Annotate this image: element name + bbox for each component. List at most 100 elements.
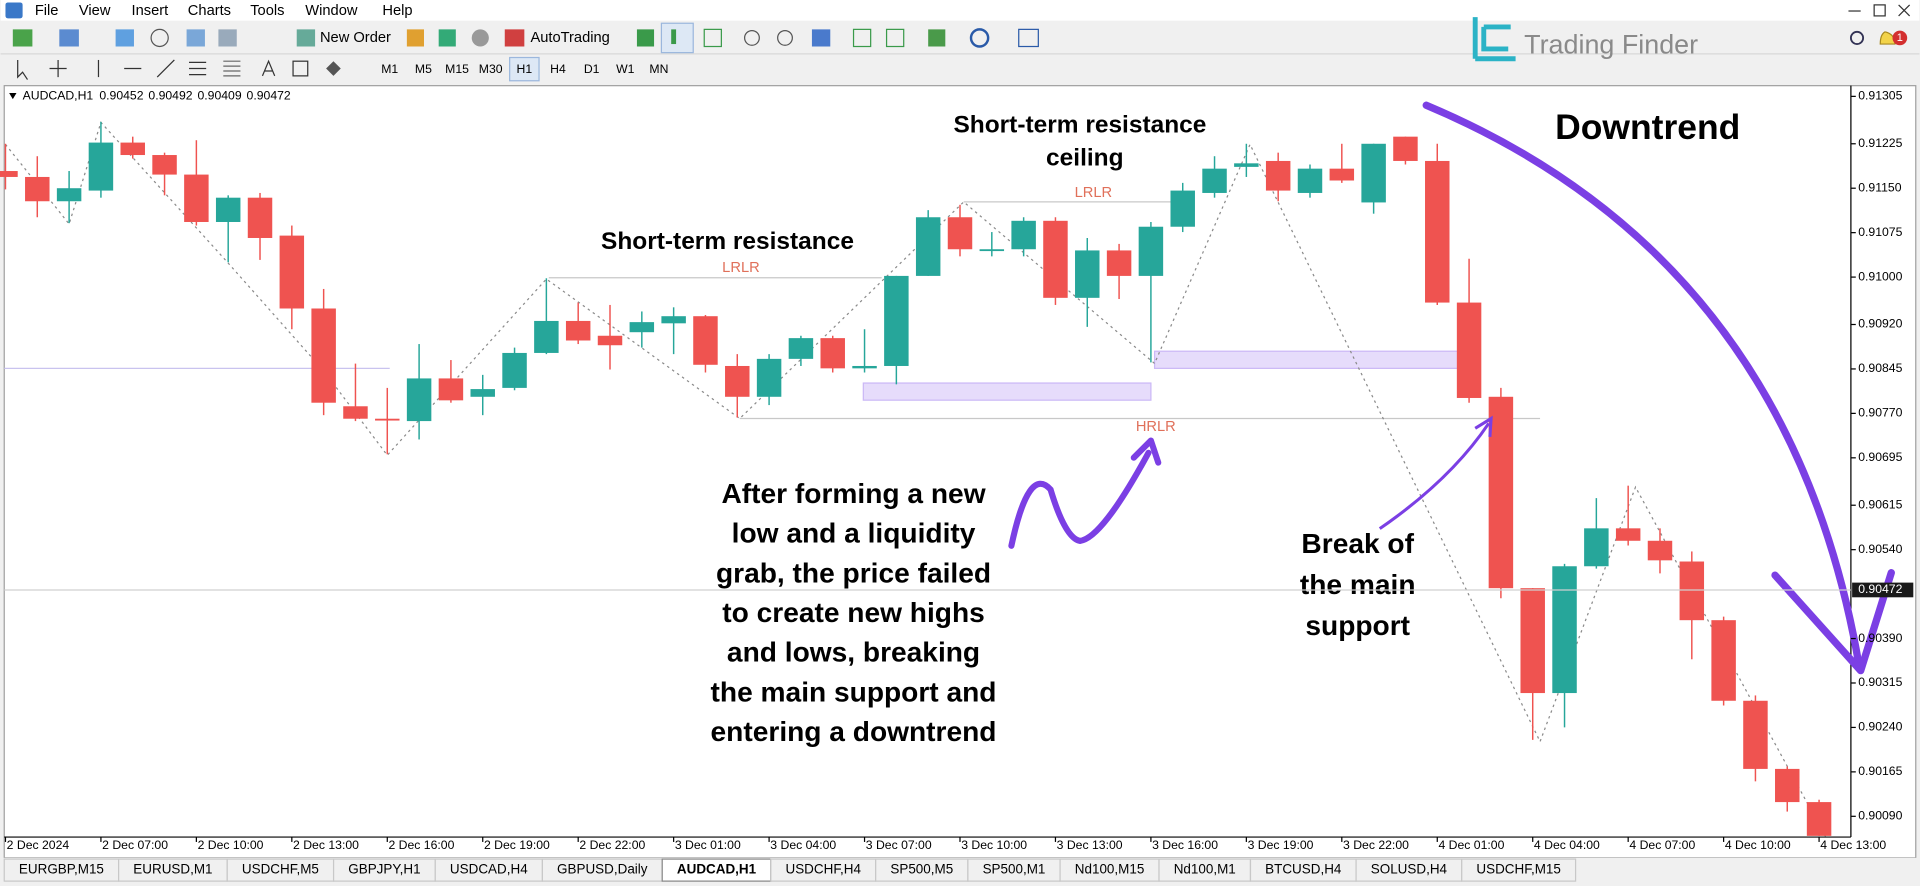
restore-button[interactable]: [1873, 4, 1886, 17]
metaeditor-button[interactable]: [406, 29, 424, 47]
menu-item[interactable]: Tools: [250, 3, 284, 19]
timeframe-button[interactable]: H4: [550, 62, 566, 76]
timeframe-button[interactable]: M5: [415, 62, 432, 76]
new-order-button[interactable]: [296, 29, 316, 47]
autoscroll-button[interactable]: [852, 28, 872, 48]
y-tick-label: 0.90165: [1858, 764, 1902, 778]
timeframe-button[interactable]: H1: [517, 62, 533, 76]
tab-label[interactable]: Nd100,M1: [1174, 862, 1236, 877]
candles-button[interactable]: [660, 22, 694, 54]
zoom-out-button[interactable]: [777, 29, 793, 46]
zoom-in-button[interactable]: [744, 29, 760, 46]
line-chart-button[interactable]: [703, 28, 722, 48]
menu-item[interactable]: Insert: [132, 3, 169, 19]
candle-body: [406, 378, 432, 422]
tab-label[interactable]: GBPJPY,H1: [348, 862, 420, 877]
tab-label[interactable]: USDCHF,M15: [1476, 862, 1560, 877]
candles: [0, 121, 1832, 836]
symbol-tabs: EURGBP,M15 EURUSD,M1 USDCHF,M5 GBPJPY,H1 USD…: [3, 858, 1577, 882]
candle-body: [120, 142, 145, 156]
crosshair-tool[interactable]: [49, 59, 67, 78]
symbol: AUDCAD,H1: [23, 89, 94, 103]
profiles-button[interactable]: [59, 29, 79, 47]
arrows-tool[interactable]: [326, 61, 341, 76]
candle-body: [343, 406, 368, 419]
navigator-button[interactable]: [150, 28, 169, 48]
tab-label[interactable]: USDCHF,M5: [242, 862, 319, 877]
search-button[interactable]: [1849, 30, 1865, 45]
notifications-button[interactable]: [1879, 31, 1896, 45]
candle-body: [1615, 528, 1641, 541]
indicators-button[interactable]: [928, 29, 946, 47]
level-label: HRLR: [1136, 419, 1176, 435]
candle-body: [438, 378, 464, 401]
timeframe-button[interactable]: M15: [445, 62, 469, 76]
menu-item[interactable]: Charts: [188, 3, 231, 19]
tile-button[interactable]: [811, 29, 831, 47]
y-tick-label: 0.90540: [1858, 542, 1902, 556]
tester-button[interactable]: [218, 29, 237, 47]
terminal-button[interactable]: [186, 29, 205, 47]
candle-body: [470, 389, 495, 397]
tab-label[interactable]: BTCUSD,H4: [1265, 862, 1342, 877]
fibonacci-tool[interactable]: [223, 60, 241, 77]
autotrading-label[interactable]: AutoTrading: [530, 30, 609, 46]
menu-item[interactable]: View: [79, 3, 111, 19]
timeframe-button[interactable]: M1: [381, 62, 398, 76]
timeframe-button[interactable]: D1: [584, 62, 600, 76]
tab-label[interactable]: SOLUSD,H4: [1371, 862, 1448, 877]
menu-item[interactable]: Window: [305, 3, 358, 19]
header-close: 0.90472: [247, 89, 291, 103]
periods-button[interactable]: [969, 28, 990, 48]
templates-button[interactable]: [1018, 28, 1039, 48]
trend-arrow: [1422, 101, 1862, 665]
candle-body: [947, 217, 973, 250]
timeframe-button[interactable]: M30: [479, 62, 503, 76]
x-tick-label: 3 Dec 16:00: [1152, 838, 1218, 852]
signals-button[interactable]: [438, 29, 456, 47]
x-tick-label: 3 Dec 13:00: [1057, 838, 1123, 852]
candle-body: [1806, 802, 1832, 836]
label-tool[interactable]: [292, 60, 309, 77]
market-watch-button[interactable]: [115, 29, 134, 47]
level-label: LRLR: [722, 260, 760, 276]
tab-label[interactable]: Nd100,M15: [1075, 862, 1145, 877]
text-tool[interactable]: [261, 59, 276, 77]
notification-badge: [1892, 30, 1908, 46]
y-tick-label: 0.90770: [1858, 406, 1902, 420]
tab-label[interactable]: AUDCAD,H1: [677, 862, 757, 877]
trendline-tool[interactable]: [156, 59, 175, 78]
menu-item[interactable]: File: [35, 3, 59, 19]
tab-label[interactable]: SP500,M1: [983, 862, 1046, 877]
tab-label[interactable]: EURGBP,M15: [19, 862, 104, 877]
chart-header: AUDCAD,H1 0.90452 0.90492 0.90409 0.90472: [23, 89, 291, 103]
x-tick-label: 3 Dec 07:00: [866, 838, 932, 852]
tab-label[interactable]: USDCAD,H4: [450, 862, 528, 877]
y-tick-label: 0.91075: [1858, 225, 1902, 239]
tab-label[interactable]: SP500,M5: [890, 862, 953, 877]
x-tick-label: 2 Dec 19:00: [484, 838, 550, 852]
chart-menu-arrow[interactable]: [9, 93, 17, 100]
ceiling-label: Short-term resistance: [953, 112, 1206, 139]
tab-label[interactable]: EURUSD,M1: [133, 862, 212, 877]
shift-button[interactable]: [885, 28, 905, 48]
tab[interactable]: [1461, 858, 1577, 882]
channel-tool[interactable]: [189, 61, 207, 76]
timeframe-button[interactable]: MN: [649, 62, 668, 76]
timeframe-button[interactable]: W1: [616, 62, 635, 76]
candle-body: [756, 358, 782, 397]
new-order-label[interactable]: New Order: [320, 30, 391, 46]
cursor-tool[interactable]: [17, 59, 29, 80]
tab-label[interactable]: USDCHF,H4: [786, 862, 862, 877]
candle-body: [1265, 160, 1291, 191]
tab-label[interactable]: GBPUSD,Daily: [557, 862, 648, 877]
market-button[interactable]: [471, 29, 489, 47]
y-tick-label: 0.90390: [1858, 631, 1902, 645]
new-chart-button[interactable]: [12, 29, 33, 47]
break-arrowhead: [1474, 415, 1493, 437]
close-button[interactable]: [1898, 4, 1911, 17]
bar-chart-button[interactable]: [636, 29, 655, 47]
menu-item[interactable]: Help: [382, 3, 412, 19]
y-tick-label: 0.91150: [1858, 180, 1901, 194]
autotrading-button[interactable]: [504, 29, 525, 47]
